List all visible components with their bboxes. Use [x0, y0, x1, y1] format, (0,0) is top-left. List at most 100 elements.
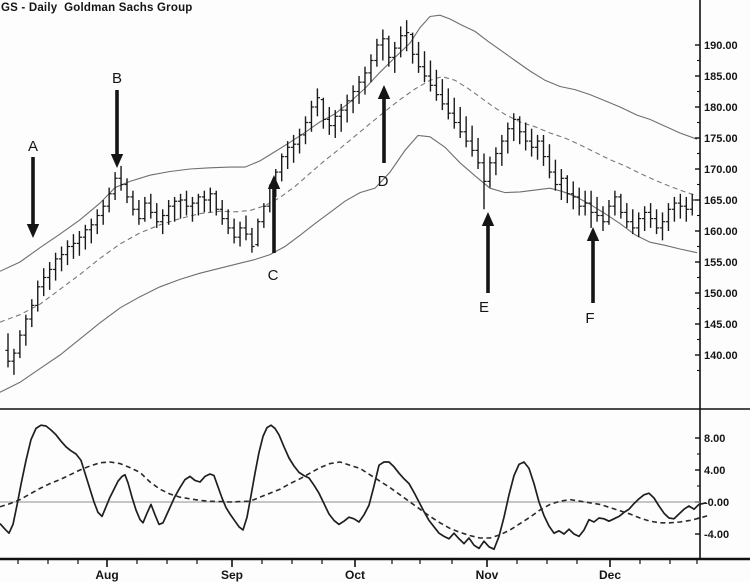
ohlc-bar — [53, 252, 59, 281]
ohlc-bar — [392, 41, 398, 73]
ohlc-bar — [136, 200, 142, 225]
ohlc-bar — [285, 141, 291, 169]
ohlc-bar — [665, 203, 672, 231]
ohlc-bar — [219, 200, 225, 225]
ohlc-bar — [398, 26, 404, 58]
ohlc-bar — [689, 193, 695, 216]
arrowhead-up-icon — [586, 227, 600, 241]
annotation-arrow-C: C — [268, 175, 281, 284]
bollinger-middle-band-line — [0, 76, 698, 323]
ohlc-bar — [517, 116, 523, 145]
price-axis-label: 190.00 — [704, 40, 738, 52]
ohlc-bar — [487, 156, 493, 188]
ohlc-bar — [130, 190, 136, 216]
price-axis-label: 175.00 — [704, 133, 738, 145]
ohlc-bar — [552, 159, 558, 191]
annotation-letter: E — [479, 299, 489, 316]
chart-title: GS - Daily Goldman Sachs Group — [1, 2, 193, 14]
ohlc-bar — [433, 69, 439, 101]
price-axis-label: 185.00 — [704, 71, 738, 83]
ohlc-bar — [124, 178, 130, 204]
ohlc-bar — [505, 122, 511, 154]
ohlc-bar — [172, 196, 178, 222]
ohlc-bar — [410, 32, 416, 64]
bollinger-upper-band-line — [0, 14, 698, 272]
ohlc-bar — [88, 218, 94, 244]
ohlc-bar — [386, 35, 392, 67]
osc-axis-label: 8.00 — [704, 433, 725, 445]
ohlc-bar — [481, 153, 487, 210]
ohlc-bar — [529, 128, 535, 157]
ohlc-bar — [415, 41, 422, 73]
ohlc-bar — [189, 196, 196, 222]
ohlc-bar — [249, 227, 255, 253]
ohlc-bar — [380, 29, 386, 61]
ohlc-bar — [368, 54, 374, 83]
ohlc-bar — [427, 60, 434, 92]
ohlc-bar — [100, 200, 106, 225]
ohlc-bar — [35, 280, 41, 312]
ohlc-bar — [624, 203, 630, 228]
arrowhead-down-icon — [110, 154, 124, 168]
ohlc-bar — [374, 38, 380, 67]
price-axis-label: 155.00 — [704, 257, 738, 269]
ohlc-bar — [332, 110, 338, 138]
price-axis-label: 145.00 — [704, 319, 738, 331]
month-label: Nov — [476, 568, 499, 582]
ohlc-bar — [201, 190, 207, 213]
ohlc-bar — [630, 209, 636, 235]
annotation-letter: D — [378, 173, 389, 190]
ohlc-bar — [47, 262, 53, 290]
ohlc-bar — [648, 203, 654, 228]
price-axis-label: 150.00 — [704, 288, 738, 300]
price-axis-label: 140.00 — [704, 350, 738, 362]
ohlc-bar — [82, 224, 88, 250]
arrowhead-up-icon — [267, 175, 281, 189]
ohlc-bar — [636, 212, 642, 238]
month-label: Oct — [345, 568, 365, 582]
ohlc-bar — [499, 134, 505, 166]
month-label: Aug — [95, 568, 118, 582]
ohlc-bar — [225, 209, 231, 235]
annotation-arrow-B: B — [110, 70, 124, 168]
ohlc-bar — [475, 138, 481, 169]
ohlc-bar — [195, 193, 201, 216]
ohlc-bar — [582, 190, 588, 216]
annotation-arrow-A: A — [26, 138, 40, 238]
ohlc-bar — [362, 66, 368, 95]
ohlc-bar — [154, 203, 160, 228]
ohlc-bar — [23, 314, 29, 346]
ohlc-bar — [677, 193, 683, 219]
ohlc-bar — [546, 144, 553, 179]
ohlc-bar — [612, 190, 618, 216]
annotation-letter: C — [268, 267, 279, 284]
annotation-letter: F — [585, 310, 594, 327]
ohlc-bar — [148, 193, 154, 219]
ohlc-bar — [183, 190, 190, 216]
ohlc-bar — [445, 88, 451, 120]
osc-axis-label: -0.00 — [704, 497, 729, 509]
ohlc-bar — [17, 330, 23, 359]
ohlc-bar — [112, 172, 118, 200]
annotation-arrow-E: E — [479, 212, 495, 316]
ohlc-bar — [76, 231, 82, 256]
ohlc-bar — [255, 218, 261, 247]
ohlc-bar — [350, 85, 356, 114]
month-label: Sep — [221, 568, 243, 582]
ohlc-bar — [296, 128, 303, 154]
ohlc-bar — [421, 51, 428, 83]
arrowhead-up-icon — [377, 85, 391, 99]
annotation-letter: B — [112, 70, 122, 87]
ohlc-bar — [142, 196, 148, 222]
arrowhead-up-icon — [481, 212, 495, 226]
ohlc-bar — [106, 187, 112, 213]
ohlc-bar — [558, 169, 564, 200]
oscillator-line — [0, 424, 707, 551]
ohlc-bar — [291, 134, 297, 163]
ohlc-bar — [177, 193, 184, 219]
ohlc-bar — [279, 153, 285, 182]
ohlc-bar — [160, 209, 166, 235]
ohlc-bar — [653, 209, 660, 235]
